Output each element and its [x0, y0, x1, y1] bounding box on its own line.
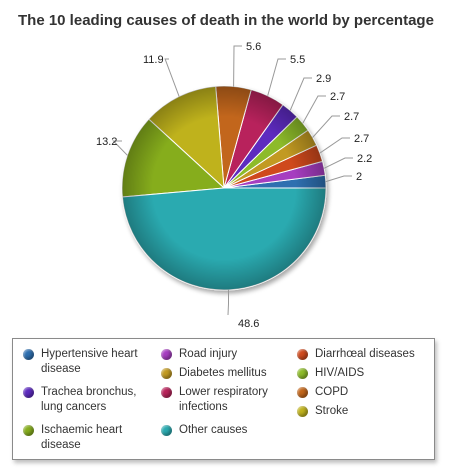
legend-item[interactable]: Lower respiratory infections	[161, 385, 286, 415]
leader-line-6	[289, 77, 312, 111]
value-label-10: 13.2	[96, 136, 117, 148]
legend-swatch	[23, 425, 34, 436]
legend-item[interactable]: COPD	[297, 385, 427, 400]
legend-swatch	[297, 406, 308, 417]
legend-swatch	[297, 349, 308, 360]
legend-item[interactable]: Road injury	[161, 347, 286, 362]
leader-line-7	[267, 58, 286, 96]
value-label-11: 48.6	[238, 318, 259, 330]
legend-item[interactable]: Stroke	[297, 404, 427, 419]
leader-line-5	[302, 95, 326, 124]
leader-lines	[112, 45, 353, 316]
legend-item[interactable]: Other causes	[161, 423, 286, 438]
value-label-2: 2.2	[357, 153, 372, 165]
legend-item[interactable]: Ischaemic heart disease	[23, 423, 143, 453]
value-label-4: 2.7	[344, 111, 359, 123]
legend-item[interactable]: Diabetes mellitus	[161, 366, 286, 381]
legend-item[interactable]: Hypertensive heart disease	[23, 347, 143, 377]
legend-item[interactable]: HIV/AIDS	[297, 366, 427, 381]
value-label-1: 2	[356, 171, 362, 183]
value-label-5: 2.7	[330, 91, 345, 103]
pie-chart: 2 2.2 2.7 2.7 2.7 2.9 5.5 5.6 11.9 13.2 48.6	[96, 41, 372, 330]
pie-slices	[121, 85, 327, 291]
leader-line-8	[233, 45, 242, 87]
legend: Hypertensive heart disease Trachea bronch…	[12, 338, 435, 460]
legend-label: Other causes	[179, 424, 248, 436]
leader-line-11	[227, 289, 229, 316]
legend-label: Diarrhœal diseases	[315, 348, 415, 360]
value-label-3: 2.7	[354, 133, 369, 145]
legend-swatch	[161, 425, 172, 436]
legend-swatch	[161, 387, 172, 398]
leader-line-10	[112, 140, 128, 156]
legend-swatch	[161, 349, 172, 360]
leader-line-1	[325, 175, 352, 183]
leader-line-4	[312, 115, 340, 138]
legend-item[interactable]: Diarrhœal diseases	[297, 347, 427, 362]
value-label-6: 2.9	[316, 73, 331, 85]
legend-swatch	[23, 387, 34, 398]
legend-label: HIV/AIDS	[315, 367, 365, 379]
legend-label: Ischaemic heart disease	[41, 424, 123, 451]
legend-label: COPD	[315, 386, 349, 398]
legend-item[interactable]: Trachea bronchus, lung cancers	[23, 385, 143, 415]
pie-slice-11[interactable]	[121, 187, 327, 291]
legend-label: Lower respiratory infections	[179, 386, 268, 413]
chart-title: The 10 leading causes of death in the wo…	[18, 12, 434, 29]
legend-swatch	[297, 387, 308, 398]
value-labels: 2 2.2 2.7 2.7 2.7 2.9 5.5 5.6 11.9 13.2 48.6	[96, 41, 372, 330]
value-label-7: 5.5	[290, 54, 305, 66]
legend-label: Hypertensive heart disease	[41, 348, 138, 375]
value-label-9: 11.9	[143, 54, 164, 66]
legend-swatch	[23, 349, 34, 360]
value-label-8: 5.6	[246, 41, 261, 53]
legend-label: Trachea bronchus, lung cancers	[41, 386, 137, 413]
leader-line-9	[164, 58, 180, 97]
leader-line-3	[319, 137, 350, 154]
legend-swatch	[161, 368, 172, 379]
legend-label: Stroke	[315, 405, 349, 417]
legend-swatch	[297, 368, 308, 379]
legend-label: Diabetes mellitus	[179, 367, 267, 379]
leader-line-2	[323, 157, 353, 169]
legend-label: Road injury	[179, 348, 238, 360]
